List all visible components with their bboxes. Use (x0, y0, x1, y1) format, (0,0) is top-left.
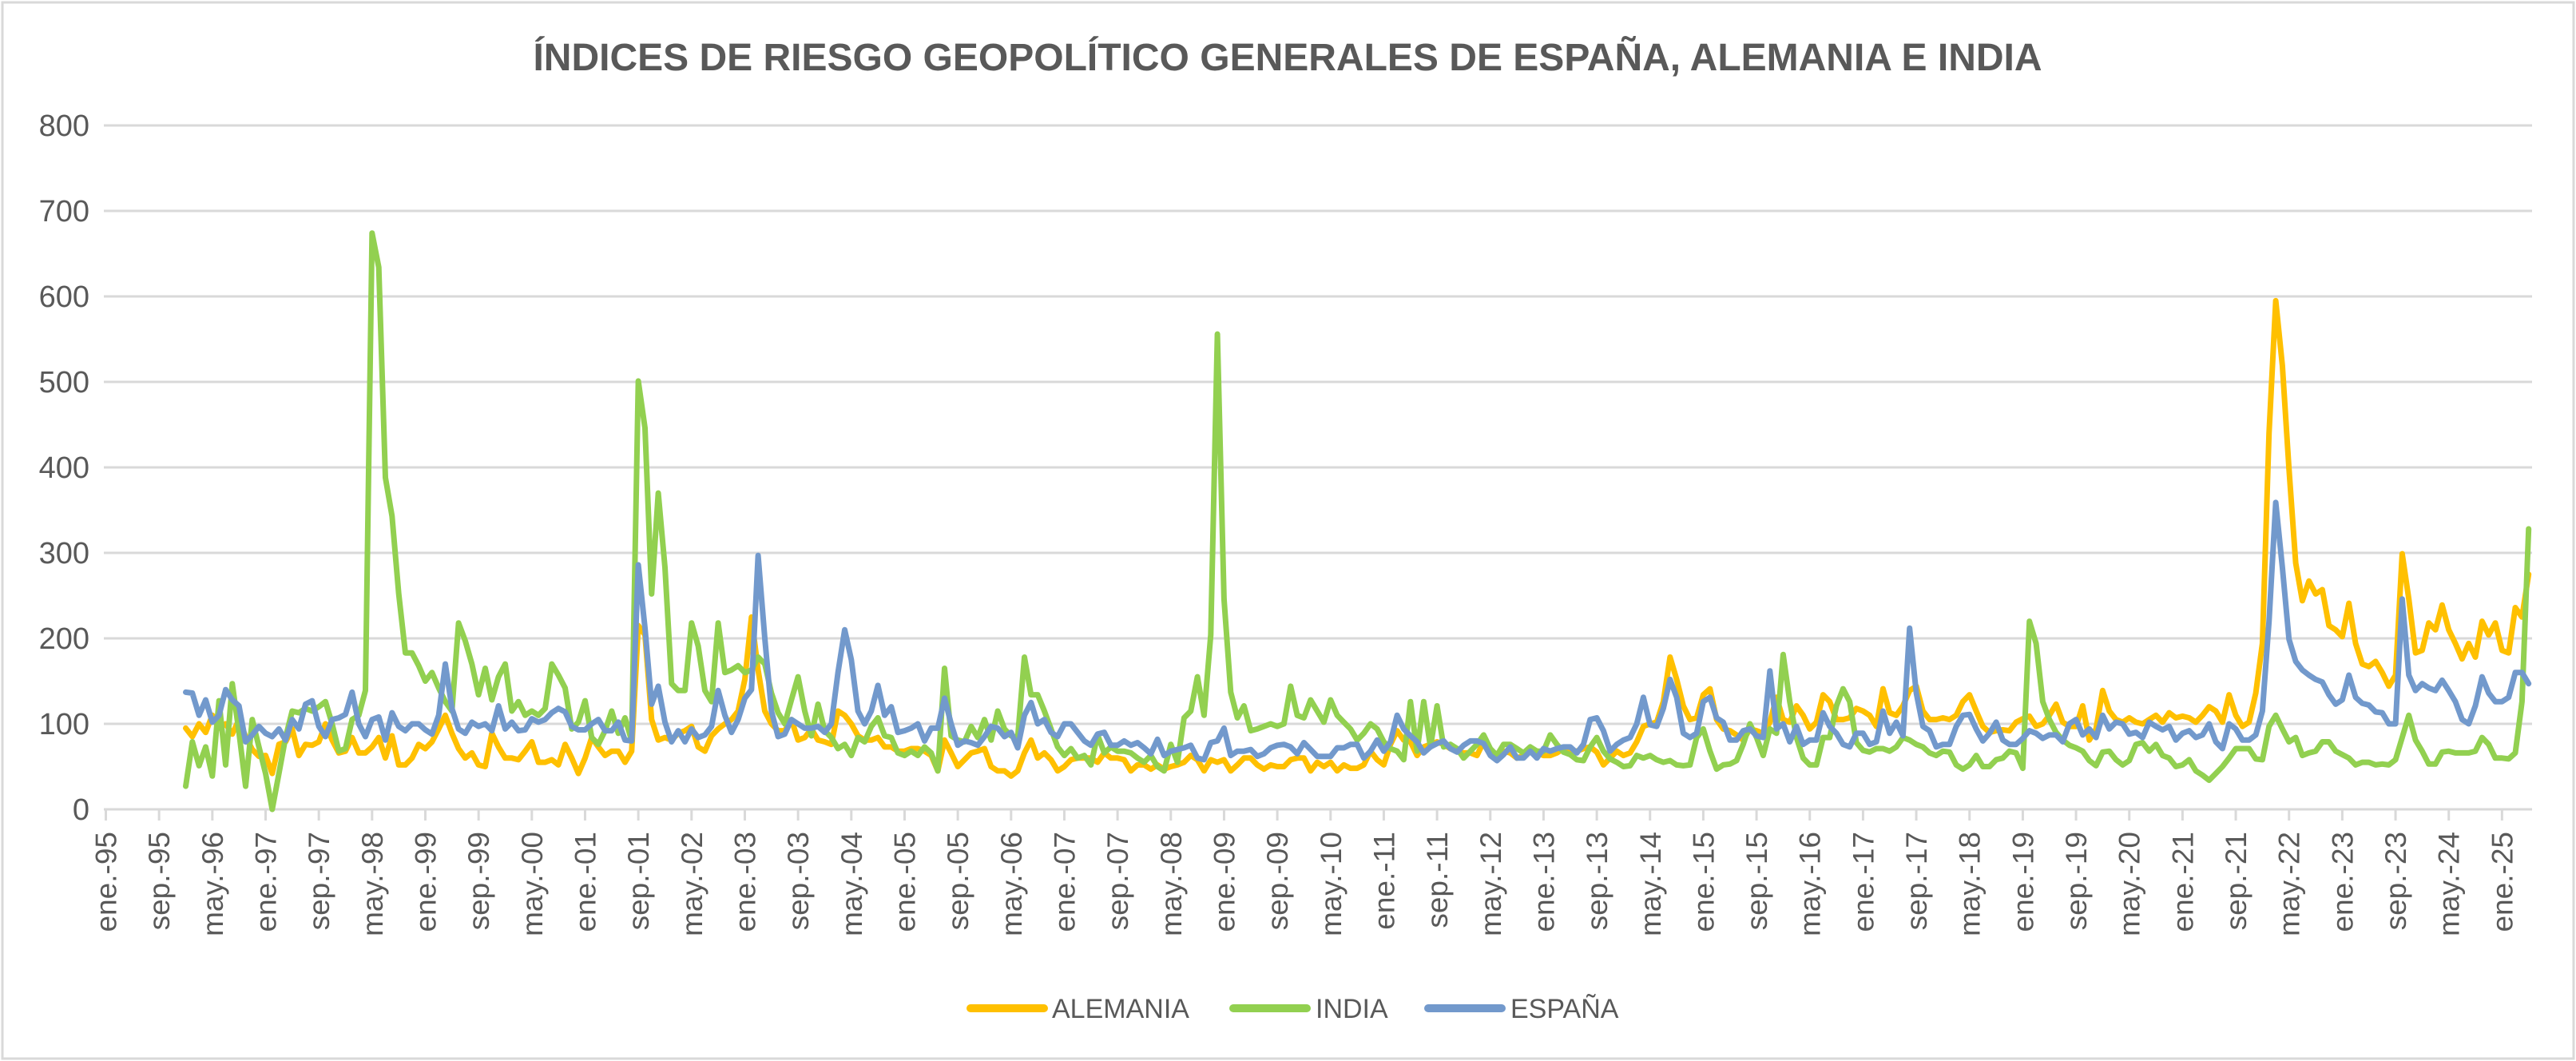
x-tick-label: sep.-95 (143, 832, 176, 930)
x-tick-label: ene.-97 (249, 832, 282, 932)
x-tick-label: ene.-99 (409, 832, 442, 932)
y-axis: 0 100 200 300 400 500 600 700 800 (39, 109, 89, 827)
x-tick-label: sep.-07 (1101, 832, 1134, 930)
x-tick-label: may.-14 (1634, 832, 1667, 936)
y-tick-label: 200 (39, 622, 89, 656)
x-tick-label: ene.-07 (1048, 832, 1081, 932)
x-axis: ene.-95 sep.-95 may.-96 ene.-97 sep.-97 may.-… (90, 809, 2518, 936)
y-tick-label: 400 (39, 451, 89, 485)
legend-item-espana: ESPAÑA (1424, 994, 1619, 1024)
x-tick-label: sep.-21 (2220, 832, 2253, 930)
x-tick-label: ene.-95 (90, 832, 123, 932)
x-tick-label: sep.-03 (782, 832, 815, 930)
x-tick-label: may.-06 (995, 832, 1028, 936)
legend-label-espana: ESPAÑA (1510, 994, 1619, 1024)
x-tick-label: ene.-23 (2326, 832, 2359, 932)
y-tick-label: 800 (39, 109, 89, 143)
legend-label-india: INDIA (1316, 994, 1388, 1024)
legend-item-india: INDIA (1229, 994, 1388, 1024)
y-tick-label: 300 (39, 537, 89, 570)
x-tick-label: ene.-19 (2006, 832, 2039, 932)
x-tick-label: may.-00 (516, 832, 549, 936)
x-tick-label: sep.-97 (303, 832, 335, 930)
x-tick-label: sep.-11 (1421, 832, 1454, 928)
x-tick-label: sep.-09 (1261, 832, 1294, 930)
x-tick-label: sep.-17 (1900, 832, 1933, 930)
y-tick-label: 100 (39, 708, 89, 741)
legend-label-alemania: ALEMANIA (1052, 994, 1189, 1024)
x-tick-label: may.-12 (1475, 832, 1507, 936)
x-tick-label: may.-20 (2114, 832, 2146, 936)
y-tick-label: 0 (73, 793, 89, 827)
series-lines (183, 230, 2532, 813)
x-tick-label: may.-10 (1315, 832, 1348, 936)
y-tick-label: 600 (39, 280, 89, 314)
x-tick-label: may.-98 (356, 832, 389, 936)
x-tick-label: sep.-05 (942, 832, 974, 930)
x-tick-label: may.-96 (196, 832, 229, 936)
x-tick-label: ene.-25 (2486, 832, 2518, 932)
x-tick-label: sep.-13 (1581, 832, 1613, 930)
x-tick-label: ene.-03 (728, 832, 761, 932)
x-tick-label: sep.-23 (2380, 832, 2412, 930)
x-tick-label: ene.-11 (1367, 832, 1400, 930)
x-tick-label: may.-18 (1954, 832, 1987, 936)
x-tick-label: sep.-01 (622, 832, 655, 930)
x-tick-label: ene.-15 (1687, 832, 1720, 932)
x-tick-label: sep.-99 (462, 832, 495, 930)
x-tick-label: ene.-05 (888, 832, 921, 932)
legend: ALEMANIA INDIA ESPAÑA (966, 994, 1619, 1024)
x-tick-label: may.-22 (2273, 832, 2306, 936)
x-tick-label: ene.-01 (569, 832, 601, 932)
x-tick-label: may.-16 (1794, 832, 1827, 936)
x-tick-label: ene.-17 (1847, 832, 1879, 932)
series-line-india (183, 230, 2532, 813)
x-tick-label: sep.-19 (2060, 832, 2093, 930)
series-line-alemania (183, 297, 2532, 779)
series-line-espana (183, 499, 2532, 764)
chart-title: ÍNDICES DE RIESGO GEOPOLÍTICO GENERALES … (533, 35, 2042, 79)
x-tick-label: may.-08 (1155, 832, 1188, 936)
y-tick-label: 700 (39, 195, 89, 228)
legend-item-alemania: ALEMANIA (966, 994, 1189, 1024)
x-tick-label: sep.-15 (1740, 832, 1773, 930)
x-tick-label: may.-24 (2433, 832, 2466, 936)
x-tick-label: may.-04 (836, 832, 868, 936)
x-tick-label: ene.-09 (1208, 832, 1240, 932)
x-tick-label: ene.-13 (1527, 832, 1560, 932)
x-tick-label: may.-02 (676, 832, 708, 936)
x-tick-label: ene.-21 (2166, 832, 2199, 932)
y-tick-label: 500 (39, 366, 89, 399)
